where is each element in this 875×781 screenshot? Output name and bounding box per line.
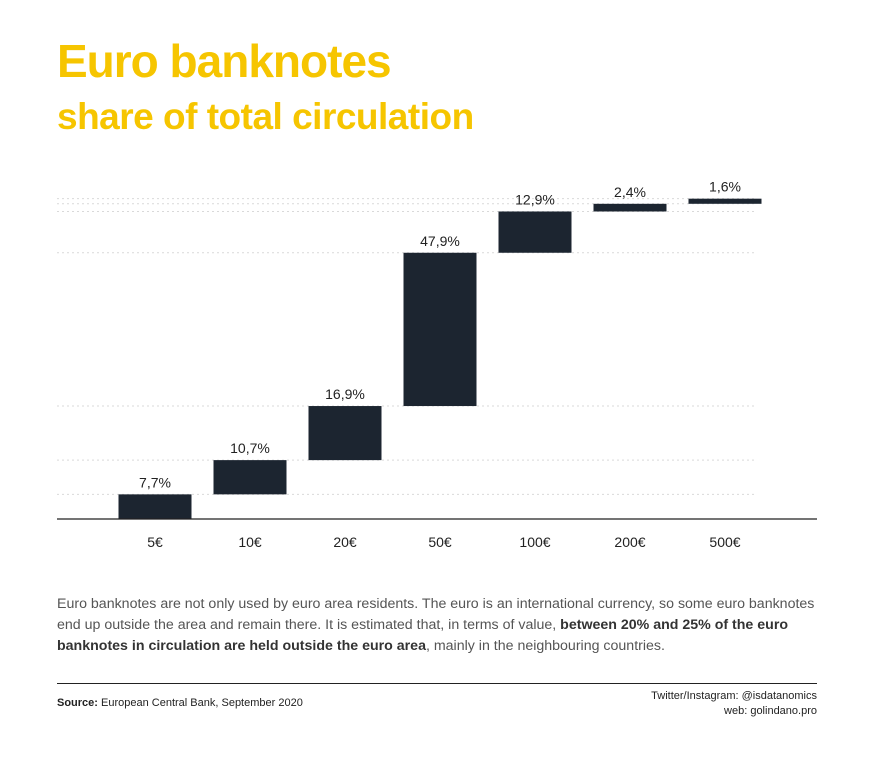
x-tick-label: 500€: [709, 534, 740, 550]
description-text: Euro banknotes are not only used by euro…: [57, 594, 817, 657]
x-tick-label: 200€: [614, 534, 645, 550]
x-tick-label: 20€: [333, 534, 357, 550]
bar-10-euro: [213, 460, 287, 495]
source-label: Source:: [57, 697, 98, 709]
footer-divider: [57, 683, 817, 684]
source-text: European Central Bank, September 2020: [97, 697, 303, 709]
bar-500-euro: [688, 198, 762, 204]
x-tick-labels: 5€ 10€ 20€ 50€ 100€ 200€ 500€: [147, 534, 741, 550]
bar-50-euro: [403, 252, 477, 407]
website: web: golindano.pro: [724, 705, 817, 717]
chart-title: Euro banknotes: [57, 35, 392, 87]
waterfall-chart: 7,7% 10,7% 16,9% 47,9% 12,9% 2,4% 1,6% 5€ 10€ 20…: [57, 179, 817, 550]
bar-20-euro: [308, 406, 382, 461]
social-handle: Twitter/Instagram: @isdatanomics: [651, 690, 817, 702]
description-part-1: Euro banknotes are not only used by euro…: [57, 596, 815, 633]
x-tick-label: 100€: [519, 534, 550, 550]
bar-5-euro: [118, 494, 192, 519]
x-tick-label: 5€: [147, 534, 163, 550]
value-label: 2,4%: [614, 184, 646, 200]
credits: Twitter/Instagram: @isdatanomics web: go…: [651, 689, 817, 719]
chart-subtitle: share of total circulation: [57, 96, 474, 137]
value-label: 12,9%: [515, 191, 555, 207]
value-label: 10,7%: [230, 440, 270, 456]
bar-200-euro: [593, 203, 667, 212]
value-labels: 7,7% 10,7% 16,9% 47,9% 12,9% 2,4% 1,6%: [139, 179, 741, 491]
description-part-2: , mainly in the neighbouring countries.: [425, 638, 665, 654]
x-tick-label: 10€: [238, 534, 262, 550]
bar-100-euro: [498, 211, 572, 253]
source-note: Source: European Central Bank, September…: [57, 697, 303, 709]
x-tick-label: 50€: [428, 534, 452, 550]
value-label: 47,9%: [420, 233, 460, 249]
value-label: 1,6%: [709, 179, 741, 195]
description-bold: between 20% and 25% of the euro banknote…: [57, 617, 789, 654]
value-label: 16,9%: [325, 386, 365, 402]
bars: [118, 198, 762, 519]
value-label: 7,7%: [139, 474, 171, 490]
